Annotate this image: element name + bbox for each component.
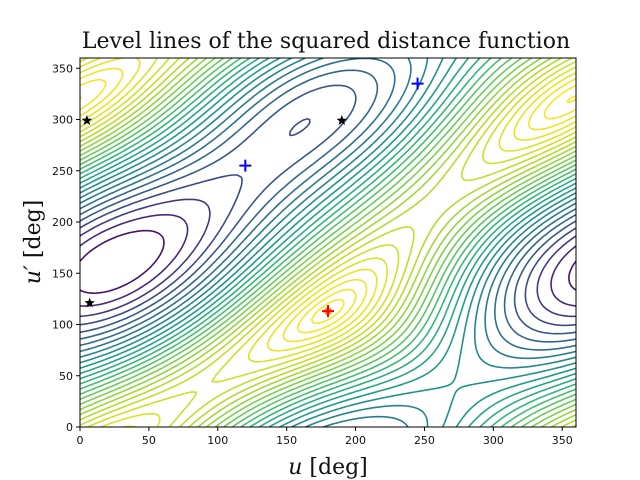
contour-level-28 (80, 229, 576, 294)
minimum-marker (322, 305, 334, 318)
critical-point-markers (81, 77, 424, 318)
x-tick-label: 150 (276, 434, 297, 447)
chart-title: Level lines of the squared distance func… (82, 29, 570, 54)
y-tick-label: 50 (59, 370, 73, 383)
y-tick-label: 150 (52, 267, 73, 280)
contour-level-10 (80, 58, 576, 427)
contour-level-8 (80, 58, 576, 427)
contour-level-23 (80, 69, 576, 343)
contour-level-7 (80, 58, 576, 427)
contour-level-5 (80, 58, 576, 427)
y-axis-variable: u′ (21, 265, 46, 284)
contour-level-15 (80, 58, 576, 427)
x-axis-ticks: 0 50 100 150 200 250 300 350 (77, 427, 573, 447)
x-tick-label: 300 (483, 434, 504, 447)
x-tick-label: 50 (142, 434, 156, 447)
contour-level-9 (80, 58, 576, 427)
contour-level-16 (80, 58, 576, 427)
maximum-marker (336, 115, 348, 125)
contour-level-27 (80, 214, 576, 307)
plot-frame (79, 57, 577, 428)
maximum-marker (84, 297, 95, 308)
x-tick-label: 200 (345, 434, 366, 447)
x-tick-label: 250 (414, 434, 435, 447)
x-tick-label: 100 (207, 434, 228, 447)
contour-lines (80, 58, 576, 427)
contour-level-11 (80, 58, 576, 427)
maximum-marker (81, 115, 93, 125)
contour-level-22 (80, 58, 576, 351)
y-tick-label: 300 (52, 114, 73, 127)
saddle-marker (239, 159, 252, 172)
x-tick-label: 0 (77, 434, 84, 447)
y-axis-unit: [deg] (21, 200, 46, 265)
contour-level-2 (80, 78, 576, 334)
y-axis-ticks: 0 50 100 150 200 250 300 350 (52, 62, 80, 434)
contour-level-19 (80, 58, 576, 427)
y-tick-label: 350 (52, 62, 73, 75)
contour-level-3 (80, 67, 576, 343)
contour-level-18 (80, 58, 576, 427)
contour-level-1 (80, 95, 576, 325)
contour-level-25 (80, 118, 576, 327)
x-axis-variable: u (288, 455, 302, 480)
saddle-marker (411, 77, 424, 90)
x-axis-label: u [deg] (288, 455, 368, 480)
y-tick-label: 200 (52, 216, 73, 229)
contour-level-24 (80, 84, 576, 335)
y-axis-label: u′ [deg] (21, 200, 46, 285)
y-tick-label: 250 (52, 165, 73, 178)
contour-level-26 (80, 198, 576, 318)
y-tick-label: 100 (52, 319, 73, 332)
x-tick-label: 350 (552, 434, 573, 447)
x-axis-unit: [deg] (302, 455, 367, 480)
y-tick-label: 0 (66, 421, 73, 434)
